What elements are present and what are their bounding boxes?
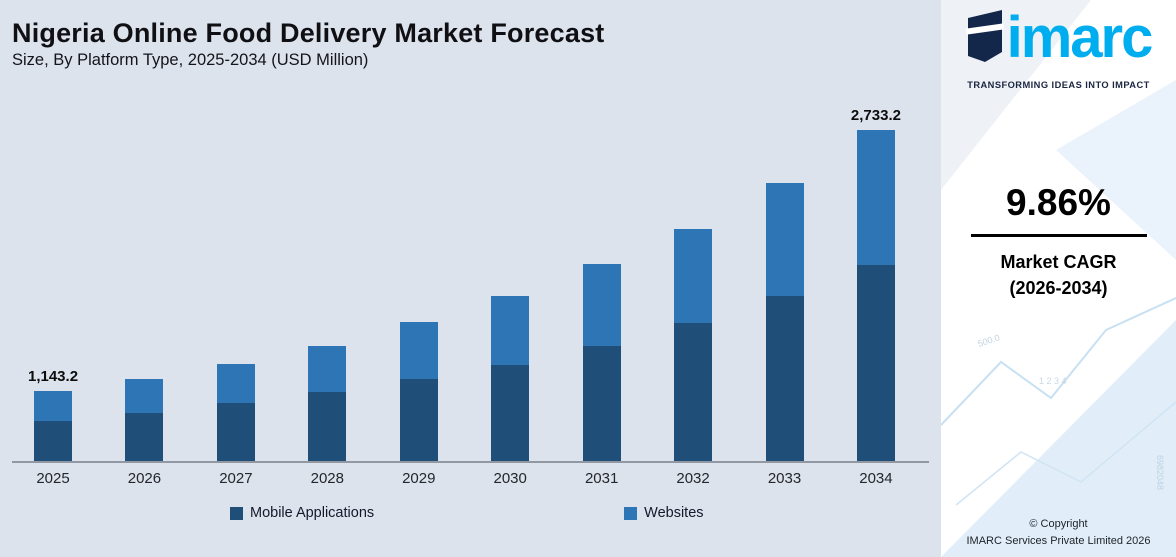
bar-segment-mobile-applications — [765, 296, 804, 462]
bar-column — [582, 264, 621, 462]
bar-segment-websites — [125, 379, 164, 414]
legend-swatch — [230, 506, 243, 520]
copyright: © Copyright IMARC Services Private Limit… — [941, 516, 1176, 549]
imarc-tagline: TRANSFORMING IDEAS INTO IMPACT — [967, 80, 1150, 90]
bar-value-label: 1,143.2 — [27, 368, 79, 386]
bar-column — [216, 364, 255, 462]
copyright-line2: IMARC Services Private Limited 2026 — [966, 534, 1151, 547]
cagr-years: (2026-2034) — [1009, 278, 1108, 299]
x-axis-labels: 2025 2026 2027 2028 2029 2030 2031 2032 2033 2034 — [12, 463, 929, 487]
decorative-line-chart — [941, 297, 1176, 426]
decorative-line-chart — [955, 401, 1176, 506]
cagr-underline — [970, 234, 1147, 237]
chart-panel: Nigeria Online Food Delivery Market Fore… — [0, 0, 941, 557]
bar-segment-websites — [765, 183, 804, 297]
bar-segment-mobile-applications — [308, 392, 347, 462]
bar-column — [399, 322, 438, 462]
legend-item: Websites — [624, 505, 704, 522]
x-axis-label: 2027 — [219, 470, 253, 488]
bar-column: 1,143.2 — [28, 368, 78, 462]
x-axis-label: 2025 — [36, 470, 70, 488]
bar-segment-mobile-applications — [34, 421, 72, 462]
x-axis-label: 2029 — [402, 470, 436, 488]
bar-segment-websites — [399, 322, 438, 380]
x-axis-label: 2033 — [767, 470, 802, 488]
bar-segment-websites — [582, 264, 621, 347]
x-axis-label: 2026 — [127, 470, 162, 488]
bar-column — [765, 183, 804, 462]
bar-column — [125, 379, 164, 462]
bar-segment-mobile-applications — [491, 365, 530, 462]
bar-segment-websites — [34, 391, 72, 422]
cagr-block: 9.86% Market CAGR (2026-2034) — [941, 182, 1176, 301]
bar-segment-mobile-applications — [216, 403, 255, 462]
x-axis-label: 2031 — [584, 470, 619, 488]
bar-segment-websites — [491, 296, 530, 366]
imarc-logo: imarc TRANSFORMING IDEAS INTO IMPACT — [941, 0, 1176, 90]
plot-area: 1,143.2 2,733.2 — [12, 81, 929, 464]
bar-segment-mobile-applications — [399, 379, 438, 462]
x-axis-label: 2028 — [310, 470, 344, 488]
imarc-logo-icon — [965, 10, 1004, 62]
bar-segment-websites — [856, 130, 895, 266]
legend-label: Websites — [644, 505, 704, 522]
x-axis-label: 2032 — [676, 470, 710, 488]
brand-panel: 500.0 1 2 3 4 6982048 imarc TRANSFORMING… — [941, 0, 1176, 557]
chart-title: Nigeria Online Food Delivery Market Fore… — [12, 18, 605, 48]
decorative-number: 1 2 3 4 — [1039, 376, 1067, 386]
copyright-line1: © Copyright — [1029, 518, 1088, 530]
bar-segment-mobile-applications — [674, 323, 713, 462]
legend: Mobile Applications Websites — [12, 487, 929, 521]
x-axis-label: 2030 — [493, 470, 527, 488]
legend-swatch — [624, 506, 638, 520]
decorative-shape — [941, 320, 1176, 557]
bar-segment-mobile-applications — [856, 265, 895, 462]
legend-label: Mobile Applications — [250, 505, 375, 522]
bar-column — [491, 296, 530, 462]
bar-column — [308, 346, 347, 462]
cagr-value: 9.86% — [1006, 182, 1111, 223]
decorative-shape — [1056, 80, 1176, 260]
chart-subtitle: Size, By Platform Type, 2025-2034 (USD M… — [12, 51, 369, 70]
imarc-logo-text: imarc — [1006, 5, 1154, 70]
cagr-label: Market CAGR — [1000, 252, 1117, 272]
x-axis-label: 2034 — [859, 470, 893, 488]
bar-segment-mobile-applications — [125, 413, 164, 462]
bar-value-label: 2,733.2 — [850, 107, 901, 125]
bar-column: 2,733.2 — [851, 107, 901, 462]
bar-column — [674, 229, 713, 462]
decorative-number: 6982048 — [1155, 455, 1165, 490]
bar-segment-websites — [216, 364, 255, 404]
bar-segment-websites — [674, 229, 713, 324]
bar-segment-websites — [308, 346, 347, 393]
bar-segment-mobile-applications — [582, 346, 621, 462]
legend-item: Mobile Applications — [230, 505, 374, 521]
